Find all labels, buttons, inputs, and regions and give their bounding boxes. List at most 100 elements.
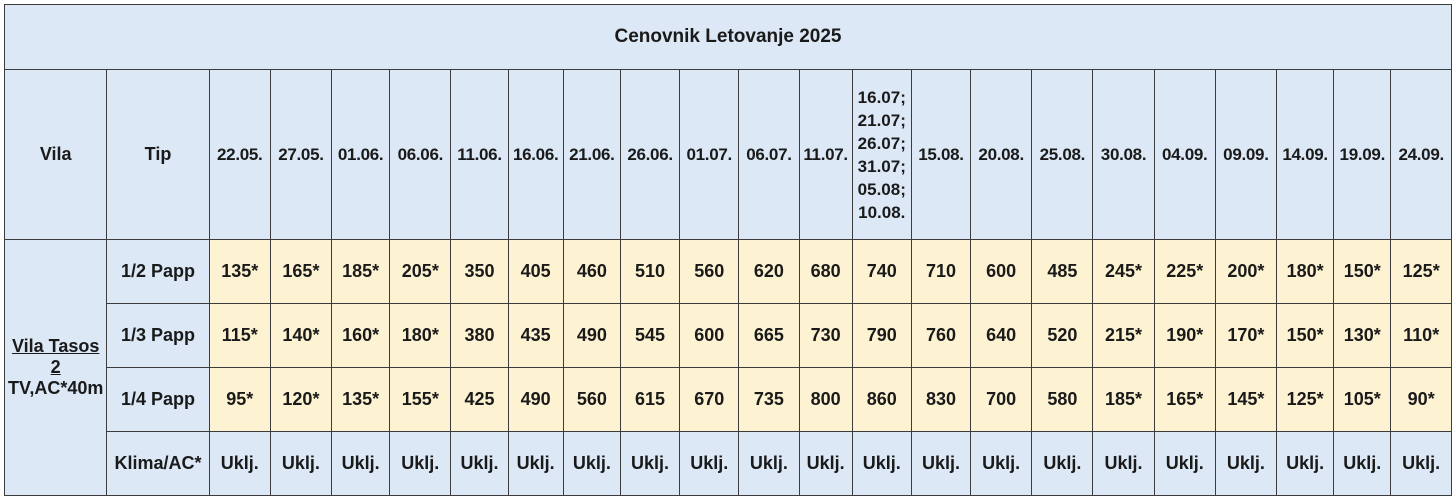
price-cell: 860 xyxy=(851,367,912,432)
ac-included-cell: Uklj. xyxy=(619,431,681,496)
header-date: 16.06. xyxy=(507,69,564,240)
ac-included-cell: Uklj. xyxy=(1031,431,1094,496)
header-date: 27.05. xyxy=(269,69,333,240)
ac-included-cell: Uklj. xyxy=(269,431,333,496)
ac-included-cell: Uklj. xyxy=(679,431,740,496)
price-cell: 490 xyxy=(507,367,564,432)
header-date: 04.09. xyxy=(1153,69,1216,240)
price-cell: 185* xyxy=(331,239,391,304)
ac-included-cell: Uklj. xyxy=(562,431,621,496)
ac-included-cell: Uklj. xyxy=(208,431,271,496)
price-cell: 130* xyxy=(1333,303,1392,368)
price-cell: 110* xyxy=(1390,303,1452,368)
price-cell: 520 xyxy=(1031,303,1094,368)
price-cell: 600 xyxy=(970,239,1033,304)
ac-included-cell: Uklj. xyxy=(331,431,391,496)
villa-name-line2: 2 xyxy=(50,357,61,377)
price-cell: 640 xyxy=(970,303,1033,368)
header-villa: Vila xyxy=(3,69,108,240)
header-date: 01.06. xyxy=(331,69,391,240)
price-cell: 620 xyxy=(738,239,800,304)
price-cell: 680 xyxy=(798,239,853,304)
price-cell: 545 xyxy=(619,303,681,368)
ac-included-cell: Uklj. xyxy=(507,431,564,496)
header-date-part: 31.07; xyxy=(857,156,906,176)
header-date: 20.08. xyxy=(970,69,1033,240)
price-cell: 120* xyxy=(269,367,333,432)
header-date: 24.09. xyxy=(1390,69,1452,240)
villa-info: TV,AC*40m xyxy=(7,378,104,398)
price-cell: 730 xyxy=(798,303,853,368)
ac-label: Klima/AC* xyxy=(106,431,210,496)
ac-included-cell: Uklj. xyxy=(389,431,452,496)
price-cell: 150* xyxy=(1275,303,1335,368)
villa-cell: Vila Tasos 2 TV,AC*40m xyxy=(3,239,108,496)
price-cell: 165* xyxy=(1153,367,1216,432)
villa-name-line1: Vila Tasos xyxy=(11,336,100,356)
price-cell: 190* xyxy=(1153,303,1216,368)
price-cell: 135* xyxy=(208,239,271,304)
price-cell: 405 xyxy=(507,239,564,304)
header-date: 25.08. xyxy=(1031,69,1094,240)
price-cell: 115* xyxy=(208,303,271,368)
header-date: 06.07. xyxy=(738,69,800,240)
header-date: 26.06. xyxy=(619,69,681,240)
ac-included-cell: Uklj. xyxy=(910,431,972,496)
price-cell: 830 xyxy=(910,367,972,432)
price-cell: 600 xyxy=(679,303,740,368)
ac-included-cell: Uklj. xyxy=(738,431,800,496)
price-cell: 615 xyxy=(619,367,681,432)
header-row: Vila Tip 22.05. 27.05. 01.06. 06.06. 11.06. 1… xyxy=(3,69,1452,240)
header-date-part: 16.07; xyxy=(857,87,906,107)
price-cell: 760 xyxy=(910,303,972,368)
header-date: 06.06. xyxy=(389,69,452,240)
price-cell: 165* xyxy=(269,239,333,304)
price-cell: 140* xyxy=(269,303,333,368)
price-cell: 200* xyxy=(1214,239,1278,304)
price-cell: 800 xyxy=(798,367,853,432)
room-type-label: 1/3 Papp xyxy=(106,303,210,368)
price-cell: 90* xyxy=(1390,367,1452,432)
header-date: 19.09. xyxy=(1333,69,1392,240)
header-date: 11.06. xyxy=(450,69,509,240)
header-date-part: 05.08; xyxy=(857,179,906,199)
price-cell: 205* xyxy=(389,239,452,304)
header-date: 22.05. xyxy=(208,69,271,240)
table-row: Vila Tasos 2 TV,AC*40m 1/2 Papp 135* 165* 1… xyxy=(3,239,1452,496)
ac-row: Klima/AC* Uklj. Uklj. Uklj. Uklj. Uklj. Uklj. U… xyxy=(5,431,1452,496)
table-title: Cenovnik Letovanje 2025 xyxy=(4,4,1452,70)
price-list-table: Cenovnik Letovanje 2025 Vila Tip 22.05. 2… xyxy=(3,4,1452,496)
header-date: 14.09. xyxy=(1275,69,1335,240)
price-cell: 155* xyxy=(389,367,452,432)
price-cell: 225* xyxy=(1153,239,1216,304)
villa-name-link[interactable]: Vila Tasos 2 xyxy=(6,336,106,378)
ac-included-cell: Uklj. xyxy=(851,431,912,496)
ac-included-cell: Uklj. xyxy=(1092,431,1155,496)
header-date-part: 10.08. xyxy=(858,202,906,222)
price-cell: 180* xyxy=(1275,239,1335,304)
header-date: 09.09. xyxy=(1214,69,1278,240)
header-type: Tip xyxy=(106,69,210,240)
price-cell: 560 xyxy=(562,367,621,432)
price-cell: 350 xyxy=(450,239,509,304)
price-cell: 670 xyxy=(679,367,740,432)
price-cell: 580 xyxy=(1031,367,1094,432)
price-cell: 135* xyxy=(331,367,391,432)
header-date: 01.07. xyxy=(679,69,740,240)
price-cell: 735 xyxy=(738,367,800,432)
header-date-range: 16.07; 21.07; 26.07; 31.07; 05.08; 10.08. xyxy=(851,69,912,240)
ac-included-cell: Uklj. xyxy=(798,431,853,496)
price-cell: 485 xyxy=(1031,239,1094,304)
title-row: Cenovnik Letovanje 2025 xyxy=(4,4,1452,70)
ac-included-cell: Uklj. xyxy=(1275,431,1335,496)
ac-included-cell: Uklj. xyxy=(1390,431,1452,496)
price-cell: 740 xyxy=(851,239,912,304)
ac-included-cell: Uklj. xyxy=(1214,431,1278,496)
price-cell: 125* xyxy=(1390,239,1452,304)
price-cell: 180* xyxy=(389,303,452,368)
price-cell: 425 xyxy=(450,367,509,432)
price-cell: 215* xyxy=(1092,303,1155,368)
price-cell: 380 xyxy=(450,303,509,368)
ac-included-cell: Uklj. xyxy=(970,431,1033,496)
price-cell: 460 xyxy=(562,239,621,304)
